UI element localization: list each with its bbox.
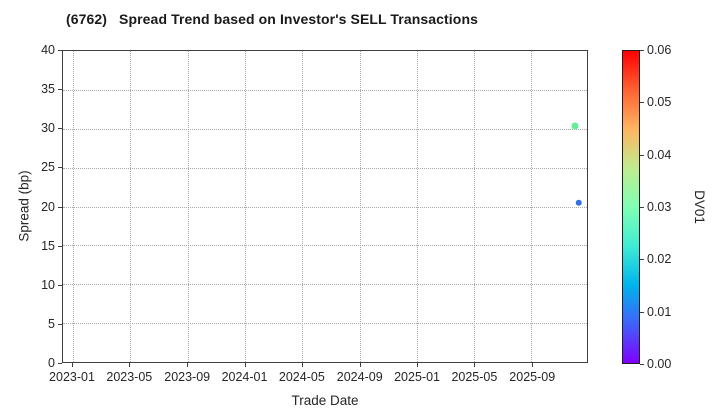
colorbar-tick-label: 0.04 [647, 147, 672, 162]
x-tick-mark [359, 363, 361, 367]
y-tick-label: 25 [41, 160, 55, 175]
x-tick-mark [474, 363, 476, 367]
x-tick-mark [301, 363, 303, 367]
x-tick-label: 2024-05 [278, 370, 325, 384]
y-tick-mark [58, 323, 62, 325]
colorbar [622, 50, 640, 364]
gridline-vertical [130, 51, 132, 362]
gridline-vertical [72, 51, 74, 362]
y-tick-mark [58, 89, 62, 91]
gridline-vertical [359, 51, 361, 362]
x-tick-label: 2023-01 [49, 370, 95, 384]
colorbar-tick-label: 0.02 [647, 252, 672, 267]
data-point [575, 199, 582, 206]
y-tick-mark [58, 206, 62, 208]
colorbar-tick-mark [640, 102, 644, 104]
gridline-horizontal [63, 284, 587, 286]
gridline-horizontal [63, 245, 587, 247]
colorbar-tick-mark [640, 50, 644, 51]
plot-area [62, 50, 588, 363]
colorbar-tick-mark [640, 259, 644, 261]
y-tick-mark [58, 245, 62, 247]
y-tick-mark [58, 50, 62, 51]
y-tick-label: 20 [41, 199, 55, 214]
x-tick-label: 2025-05 [451, 370, 498, 384]
gridline-vertical [301, 51, 303, 362]
gridline-vertical [416, 51, 418, 362]
y-tick-label: 10 [41, 277, 55, 292]
x-tick-mark [71, 363, 73, 367]
gridline-horizontal [63, 323, 587, 325]
y-tick-label: 15 [41, 238, 55, 253]
colorbar-tick-mark [640, 154, 644, 156]
y-tick-mark [58, 128, 62, 130]
gridline-vertical [473, 51, 475, 362]
y-tick-label: 0 [48, 356, 55, 370]
colorbar-tick-mark [640, 364, 644, 365]
gridline-horizontal [63, 167, 587, 169]
colorbar-label: DV01 [692, 190, 707, 224]
gridline-horizontal [63, 206, 587, 208]
x-tick-label: 2025-09 [509, 370, 556, 384]
x-tick-label: 2025-01 [394, 370, 440, 384]
x-tick-mark [417, 363, 419, 367]
x-tick-label: 2023-09 [164, 370, 211, 384]
x-tick-label: 2023-05 [106, 370, 153, 384]
colorbar-tick-label: 0.00 [647, 357, 672, 371]
x-tick-mark [187, 363, 189, 367]
x-tick-mark [129, 363, 131, 367]
x-tick-mark [244, 363, 246, 367]
colorbar-tick-label: 0.05 [647, 95, 672, 110]
chart-title: (6762) Spread Trend based on Investor's … [66, 11, 478, 27]
colorbar-tick-label: 0.03 [647, 200, 672, 214]
gridline-vertical [187, 51, 189, 362]
gridline-horizontal [63, 128, 587, 130]
y-tick-mark [58, 167, 62, 169]
y-tick-label: 35 [41, 82, 55, 97]
colorbar-tick-mark [640, 311, 644, 313]
x-tick-label: 2024-01 [221, 370, 268, 384]
x-tick-label: 2024-09 [336, 370, 383, 384]
data-point [571, 122, 579, 130]
y-axis-label: Spread (bp) [16, 170, 32, 242]
gridline-vertical [244, 51, 246, 362]
colorbar-tick-label: 0.06 [647, 43, 672, 57]
y-tick-mark [58, 284, 62, 286]
colorbar-tick-mark [640, 207, 644, 208]
y-tick-label: 30 [41, 121, 55, 136]
x-axis-label: Trade Date [291, 393, 359, 408]
y-tick-mark [58, 363, 62, 364]
gridline-horizontal [63, 89, 587, 91]
colorbar-tick-label: 0.01 [647, 304, 672, 319]
y-tick-label: 5 [48, 316, 55, 331]
gridline-vertical [531, 51, 533, 362]
y-tick-label: 40 [41, 43, 55, 57]
x-tick-mark [532, 363, 534, 367]
